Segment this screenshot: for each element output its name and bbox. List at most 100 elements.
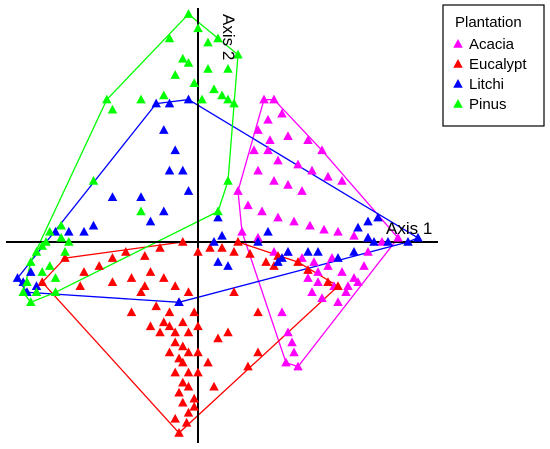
point-acacia-36 xyxy=(337,267,347,276)
point-litchi-22 xyxy=(313,247,323,256)
legend-marker-litchi xyxy=(453,79,463,88)
point-acacia-18 xyxy=(233,186,243,195)
point-litchi-40 xyxy=(31,281,42,290)
point-litchi-8 xyxy=(159,206,169,216)
legend: Plantation Acacia Eucalypt Litchi Pinus xyxy=(442,4,545,127)
point-pinus-36 xyxy=(18,287,28,296)
point-acacia-57 xyxy=(393,232,403,242)
point-pinus-11 xyxy=(209,84,219,94)
point-acacia-5 xyxy=(249,145,259,155)
point-acacia-55 xyxy=(359,261,369,270)
point-litchi-25 xyxy=(363,232,373,242)
point-pinus-16 xyxy=(223,94,233,104)
point-litchi-19 xyxy=(277,253,287,262)
point-litchi-42 xyxy=(263,226,273,236)
point-acacia-54 xyxy=(327,253,337,262)
point-eucalypt-55 xyxy=(203,357,213,367)
point-acacia-35 xyxy=(323,261,333,270)
point-acacia-25 xyxy=(333,226,343,236)
point-pinus-2 xyxy=(213,33,223,43)
point-acacia-56 xyxy=(363,247,373,256)
point-litchi-11 xyxy=(79,226,89,236)
point-eucalypt-61 xyxy=(253,307,263,317)
point-eucalypt-68 xyxy=(209,381,219,391)
point-pinus-3 xyxy=(233,49,243,59)
point-litchi-34 xyxy=(223,261,233,270)
point-eucalypt-57 xyxy=(223,327,233,337)
point-eucalypt-69 xyxy=(126,307,137,317)
point-eucalypt-62 xyxy=(178,397,188,407)
point-litchi-27 xyxy=(383,237,393,246)
point-acacia-6 xyxy=(265,135,275,145)
point-litchi-41 xyxy=(174,297,184,307)
point-acacia-47 xyxy=(287,337,297,347)
point-eucalypt-47 xyxy=(178,357,188,367)
point-pinus-18 xyxy=(107,104,118,114)
point-acacia-10 xyxy=(293,159,303,169)
legend-label-eucalypt: Eucalypt xyxy=(469,56,527,73)
legend-items: Acacia Eucalypt Litchi Pinus xyxy=(453,36,527,113)
point-litchi-12 xyxy=(64,226,74,236)
point-acacia-14 xyxy=(253,165,263,175)
point-pinus-14 xyxy=(197,94,207,104)
point-pinus-28 xyxy=(31,287,42,296)
point-eucalypt-34 xyxy=(193,321,203,331)
point-litchi-20 xyxy=(283,247,293,256)
point-pinus-20 xyxy=(136,206,146,216)
point-pinus-26 xyxy=(45,261,55,270)
point-eucalypt-40 xyxy=(178,317,188,327)
point-acacia-8 xyxy=(303,135,313,145)
point-acacia-50 xyxy=(289,347,299,357)
point-eucalypt-28 xyxy=(170,281,180,290)
point-eucalypt-51 xyxy=(183,381,194,391)
point-litchi-15 xyxy=(213,212,223,222)
point-acacia-29 xyxy=(237,226,247,236)
point-eucalypt-46 xyxy=(174,353,184,363)
point-litchi-29 xyxy=(403,237,413,246)
point-pinus-33 xyxy=(45,226,55,236)
point-eucalypt-14 xyxy=(261,257,271,266)
point-acacia-33 xyxy=(297,253,307,262)
point-eucalypt-64 xyxy=(189,401,199,411)
x-axis-label: Axis 1 xyxy=(386,219,432,238)
point-pinus-1 xyxy=(193,23,203,33)
point-pinus-9 xyxy=(170,70,180,79)
point-pinus-41 xyxy=(178,53,188,63)
point-pinus-29 xyxy=(26,297,36,307)
point-eucalypt-71 xyxy=(174,427,184,437)
point-litchi-32 xyxy=(373,212,383,222)
point-pinus-0 xyxy=(183,9,194,18)
point-litchi-4 xyxy=(164,165,175,175)
point-acacia-49 xyxy=(293,361,303,371)
point-eucalypt-1 xyxy=(79,267,89,276)
point-eucalypt-17 xyxy=(293,257,303,266)
point-pinus-27 xyxy=(22,277,32,286)
point-eucalypt-41 xyxy=(183,327,194,337)
hull-eucalypt xyxy=(41,241,340,434)
point-acacia-53 xyxy=(313,267,323,276)
point-pinus-25 xyxy=(37,267,47,276)
point-eucalypt-22 xyxy=(75,281,85,290)
point-acacia-52 xyxy=(307,287,317,296)
point-acacia-16 xyxy=(283,180,293,189)
y-axis-label: Axis 2 xyxy=(219,14,238,60)
point-eucalypt-49 xyxy=(170,367,180,377)
point-acacia-17 xyxy=(297,186,307,195)
point-litchi-23 xyxy=(333,253,343,262)
point-acacia-40 xyxy=(341,287,351,296)
point-acacia-44 xyxy=(353,277,363,286)
point-eucalypt-0 xyxy=(60,253,70,262)
point-eucalypt-5 xyxy=(140,251,150,260)
point-acacia-23 xyxy=(305,220,315,230)
point-eucalypt-30 xyxy=(151,301,161,311)
point-eucalypt-3 xyxy=(107,253,118,262)
point-acacia-46 xyxy=(283,327,293,337)
point-litchi-43 xyxy=(183,94,194,104)
point-pinus-37 xyxy=(56,232,66,242)
legend-marker-pinus xyxy=(453,99,463,108)
point-pinus-21 xyxy=(56,220,66,230)
point-eucalypt-20 xyxy=(333,281,343,290)
legend-label-acacia: Acacia xyxy=(469,36,515,53)
point-litchi-30 xyxy=(353,222,363,232)
point-acacia-19 xyxy=(243,200,253,210)
